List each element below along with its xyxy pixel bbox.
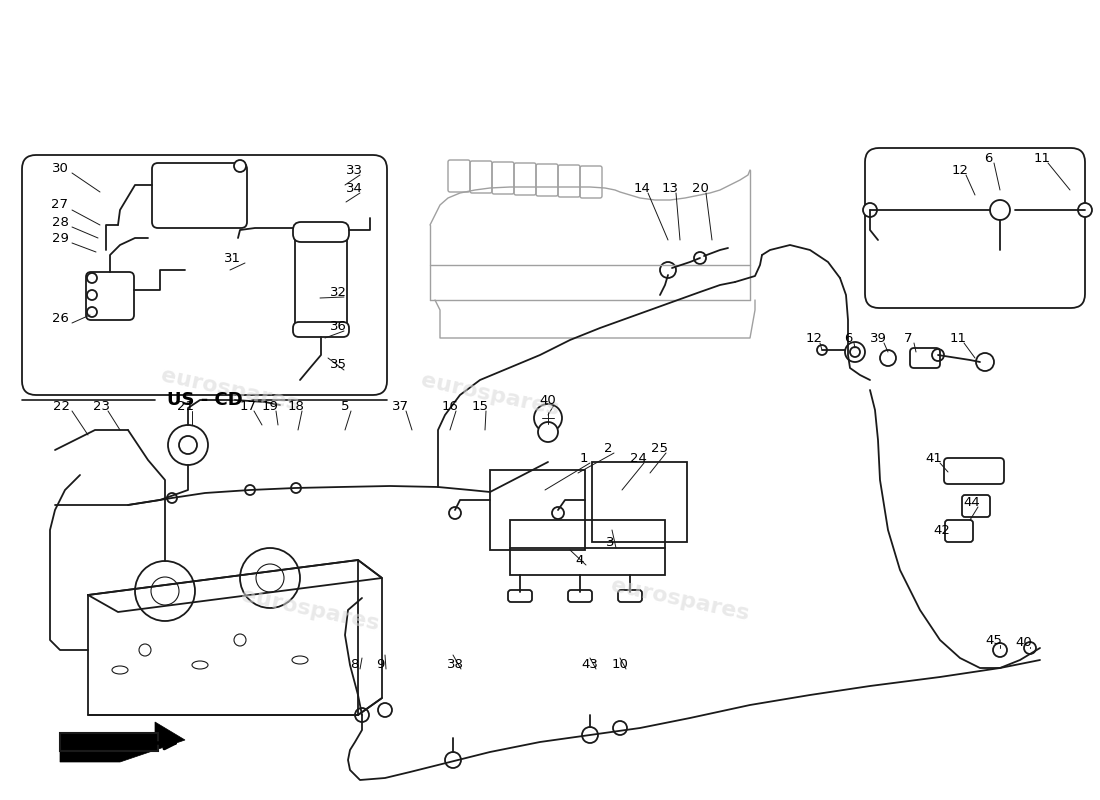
FancyBboxPatch shape [22, 155, 387, 395]
Text: 38: 38 [447, 658, 463, 670]
Text: 39: 39 [870, 331, 887, 345]
Text: 9: 9 [376, 658, 384, 670]
Text: 12: 12 [805, 331, 823, 345]
FancyBboxPatch shape [86, 272, 134, 320]
FancyBboxPatch shape [568, 590, 592, 602]
Text: 5: 5 [341, 399, 350, 413]
Text: 40: 40 [1015, 635, 1033, 649]
Text: US - CD: US - CD [167, 391, 243, 409]
Text: 6: 6 [844, 331, 852, 345]
Circle shape [850, 347, 860, 357]
Circle shape [292, 483, 301, 493]
Text: 43: 43 [582, 658, 598, 670]
Text: 12: 12 [952, 163, 968, 177]
Text: 36: 36 [330, 319, 346, 333]
Circle shape [167, 493, 177, 503]
Text: 19: 19 [262, 399, 278, 413]
Text: 15: 15 [472, 399, 488, 413]
Text: 11: 11 [949, 331, 967, 345]
FancyBboxPatch shape [962, 495, 990, 517]
Bar [490, 470, 585, 550]
Circle shape [1024, 642, 1036, 654]
Text: eurospares: eurospares [239, 586, 381, 634]
Text: eurospares: eurospares [609, 575, 751, 625]
Bar [592, 462, 688, 542]
Polygon shape [60, 722, 185, 762]
Text: 33: 33 [345, 163, 363, 177]
FancyBboxPatch shape [293, 222, 349, 242]
Text: 25: 25 [651, 442, 669, 454]
Circle shape [817, 345, 827, 355]
Text: 45: 45 [986, 634, 1002, 646]
Text: 32: 32 [330, 286, 346, 298]
FancyBboxPatch shape [152, 163, 248, 228]
Text: 21: 21 [176, 399, 194, 413]
FancyBboxPatch shape [945, 520, 974, 542]
Text: 28: 28 [52, 215, 68, 229]
Text: 24: 24 [629, 451, 647, 465]
Text: 13: 13 [661, 182, 679, 194]
Text: 18: 18 [287, 399, 305, 413]
Text: 23: 23 [94, 399, 110, 413]
Text: 40: 40 [540, 394, 557, 406]
Text: 42: 42 [934, 523, 950, 537]
Text: 34: 34 [345, 182, 362, 194]
Text: 3: 3 [606, 537, 614, 550]
FancyBboxPatch shape [508, 590, 532, 602]
Circle shape [245, 485, 255, 495]
Text: 26: 26 [52, 311, 68, 325]
Text: 41: 41 [925, 451, 943, 465]
Text: eurospares: eurospares [419, 370, 561, 419]
Text: 22: 22 [54, 399, 70, 413]
Text: 16: 16 [441, 399, 459, 413]
FancyBboxPatch shape [865, 148, 1085, 308]
Text: 31: 31 [223, 251, 241, 265]
Bar [510, 520, 666, 575]
Text: 29: 29 [52, 231, 68, 245]
Text: eurospares: eurospares [160, 366, 301, 414]
Text: 44: 44 [964, 495, 980, 509]
Text: 7: 7 [904, 331, 912, 345]
Circle shape [179, 436, 197, 454]
Text: 8: 8 [350, 658, 359, 670]
Circle shape [538, 422, 558, 442]
Text: 10: 10 [612, 658, 628, 670]
Text: 6: 6 [983, 151, 992, 165]
Text: 30: 30 [52, 162, 68, 174]
Text: 1: 1 [580, 451, 588, 465]
Text: 27: 27 [52, 198, 68, 211]
FancyBboxPatch shape [910, 348, 940, 368]
Circle shape [234, 160, 246, 172]
Text: 4: 4 [575, 554, 584, 566]
FancyBboxPatch shape [293, 322, 349, 337]
Text: 11: 11 [1034, 151, 1050, 165]
Text: 20: 20 [692, 182, 708, 194]
Text: 14: 14 [634, 182, 650, 194]
Bar [60, 733, 158, 751]
FancyBboxPatch shape [618, 590, 642, 602]
Text: 17: 17 [240, 399, 256, 413]
Text: 2: 2 [604, 442, 613, 454]
Bar [295, 230, 346, 325]
Text: 37: 37 [392, 399, 408, 413]
Circle shape [1078, 203, 1092, 217]
Circle shape [864, 203, 877, 217]
Text: 35: 35 [330, 358, 346, 371]
FancyBboxPatch shape [944, 458, 1004, 484]
